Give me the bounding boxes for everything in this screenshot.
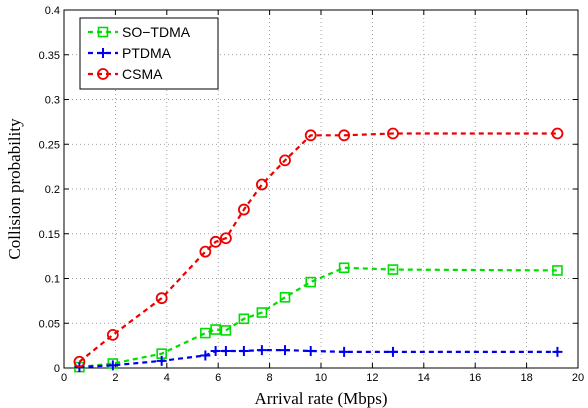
legend-entry: SO−TDMA (88, 24, 191, 40)
data-point (220, 232, 232, 245)
legend-marker (98, 48, 108, 58)
data-point (255, 178, 268, 191)
series-plus (74, 345, 563, 373)
legend-entry: CSMA (88, 66, 163, 82)
data-point (305, 345, 316, 356)
data-point (238, 345, 249, 356)
data-point (200, 327, 211, 339)
series-circle (73, 127, 564, 368)
data-point (338, 129, 351, 142)
x-tick-label: 2 (112, 372, 118, 384)
data-point (280, 345, 291, 356)
data-point (339, 346, 350, 357)
data-point (155, 292, 168, 305)
data-point (552, 346, 563, 357)
axes: 0 2 4 6 8 10 12 14 16 18 20 0 0.05 0.1 0.15 0.2 0.25 0.3 0… (39, 5, 585, 384)
data-point (107, 360, 118, 371)
y-tick-label: 0.4 (45, 5, 60, 17)
data-point (73, 355, 86, 368)
y-tick-label: 0.25 (39, 139, 60, 151)
x-tick-label: 18 (520, 372, 532, 384)
data-point (210, 324, 221, 335)
data-point (387, 346, 398, 357)
data-point (552, 265, 563, 276)
data-point (220, 325, 232, 336)
x-tick-label: 4 (164, 372, 170, 384)
x-tick-label: 0 (61, 372, 67, 384)
data-point (279, 291, 291, 303)
y-tick-label: 0.05 (39, 318, 60, 330)
series-line (78, 132, 558, 363)
data-point (338, 262, 350, 274)
x-axis-label: Arrival rate (Mbps) (254, 389, 387, 408)
legend-label: SO−TDMA (122, 24, 191, 40)
y-axis-label: Collision probability (5, 118, 24, 260)
data-point (387, 127, 399, 140)
data-point (387, 264, 399, 275)
data-point (199, 245, 212, 258)
data-point (279, 154, 291, 167)
x-tick-label: 8 (267, 372, 273, 384)
data-point (200, 350, 211, 361)
x-tick-label: 16 (469, 372, 481, 384)
x-tick-label: 6 (215, 372, 221, 384)
x-tick-label: 12 (366, 372, 378, 384)
data-point (209, 235, 222, 248)
data-point (237, 203, 250, 216)
data-point (238, 313, 250, 325)
y-tick-label: 0.1 (45, 274, 60, 286)
legend-label: CSMA (122, 66, 163, 82)
legend-marker (97, 68, 109, 80)
y-tick-label: 0.15 (39, 229, 60, 241)
data-point (305, 276, 317, 288)
data-point (220, 345, 231, 356)
data-series (73, 127, 564, 373)
data-point (156, 355, 167, 366)
y-tick-label: 0.3 (45, 95, 60, 107)
data-point (304, 129, 317, 142)
data-point (256, 345, 267, 356)
data-point (256, 307, 268, 318)
y-tick-label: 0.2 (45, 184, 60, 196)
series-line (79, 349, 558, 369)
data-point (106, 328, 119, 341)
data-point (551, 127, 564, 140)
y-tick-label: 0 (54, 363, 60, 375)
legend: SO−TDMA PTDMA CSMA (79, 17, 219, 90)
x-tick-label: 20 (572, 372, 584, 384)
legend-label: PTDMA (122, 45, 172, 61)
series-line (79, 266, 558, 369)
legend-entry: PTDMA (88, 45, 172, 61)
series-square (74, 262, 563, 373)
y-tick-label: 0.35 (39, 50, 60, 62)
x-tick-label: 14 (418, 372, 430, 384)
data-point (210, 345, 221, 356)
legend-marker (97, 26, 109, 38)
x-tick-label: 10 (315, 372, 327, 384)
